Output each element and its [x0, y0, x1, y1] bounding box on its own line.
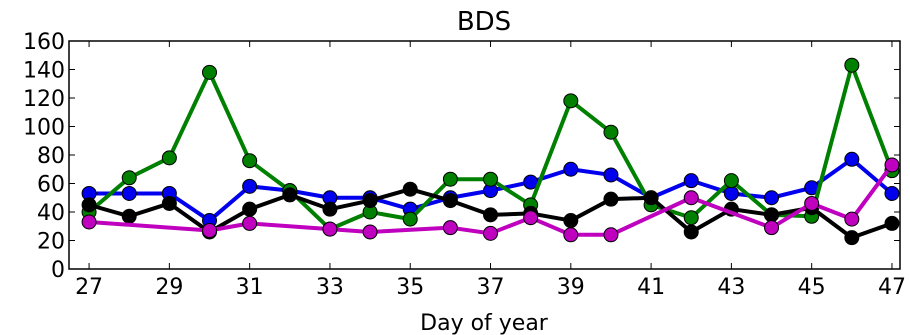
data-point [844, 230, 860, 246]
data-point [282, 187, 298, 203]
data-point [442, 193, 458, 209]
y-tick-label: 60 [37, 173, 65, 198]
data-point [81, 214, 97, 230]
y-tick-label: 120 [23, 87, 65, 112]
data-point [643, 190, 659, 206]
y-tick-label: 0 [51, 258, 65, 283]
y-tick-label: 20 [37, 230, 65, 255]
data-point [322, 221, 338, 237]
data-point [242, 178, 258, 194]
x-tick-label: 35 [396, 275, 424, 300]
x-axis-label: Day of year [420, 311, 549, 335]
data-point [764, 207, 780, 223]
y-tick-label: 140 [23, 59, 65, 84]
data-point [523, 210, 539, 226]
x-tick-label: 29 [155, 275, 183, 300]
chart-title: BDS [457, 7, 511, 37]
data-point [161, 195, 177, 211]
data-point [603, 227, 619, 243]
data-point [121, 208, 137, 224]
x-tick-label: 47 [878, 275, 906, 300]
x-tick-label: 31 [236, 275, 264, 300]
data-point [563, 161, 579, 177]
series-4 [81, 157, 900, 243]
data-point [362, 224, 378, 240]
data-point [563, 93, 579, 109]
data-point [563, 227, 579, 243]
data-point [402, 211, 418, 227]
data-point [442, 171, 458, 187]
data-point [121, 185, 137, 201]
x-tick-label: 45 [798, 275, 826, 300]
data-point [81, 197, 97, 213]
data-point [844, 211, 860, 227]
x-tick-label: 27 [75, 275, 103, 300]
data-point [683, 224, 699, 240]
data-point [322, 201, 338, 217]
data-point [804, 195, 820, 211]
x-tick-label: 43 [717, 275, 745, 300]
data-point [723, 185, 739, 201]
y-tick-label: 80 [37, 144, 65, 169]
x-tick-label: 37 [477, 275, 505, 300]
series-layer [81, 57, 900, 246]
data-point [683, 173, 699, 189]
data-point [242, 201, 258, 217]
x-tick-label: 41 [637, 275, 665, 300]
data-point [683, 190, 699, 206]
x-axis: 27 29 31 33 35 37 39 41 43 45 47 [75, 41, 906, 300]
data-point [603, 191, 619, 207]
data-point [161, 150, 177, 166]
data-point [844, 57, 860, 73]
data-point [402, 181, 418, 197]
data-point [764, 220, 780, 236]
y-axis: 0 20 40 60 80 100 120 140 160 [23, 30, 900, 283]
data-point [202, 64, 218, 80]
data-point [884, 215, 900, 231]
data-point [483, 171, 499, 187]
data-point [483, 207, 499, 223]
data-point [764, 190, 780, 206]
y-tick-label: 100 [23, 116, 65, 141]
data-point [603, 124, 619, 140]
y-tick-label: 160 [23, 30, 65, 55]
data-point [563, 213, 579, 229]
data-point [442, 220, 458, 236]
data-point [603, 167, 619, 183]
data-point [884, 157, 900, 173]
x-tick-label: 39 [557, 275, 585, 300]
data-point [362, 193, 378, 209]
x-tick-label: 33 [316, 275, 344, 300]
y-tick-label: 40 [37, 201, 65, 226]
data-point [121, 170, 137, 186]
data-point [844, 151, 860, 167]
data-point [242, 153, 258, 169]
data-point [202, 223, 218, 239]
data-point [884, 185, 900, 201]
data-point [723, 173, 739, 189]
data-point [683, 210, 699, 226]
data-point [483, 225, 499, 241]
data-point [242, 215, 258, 231]
